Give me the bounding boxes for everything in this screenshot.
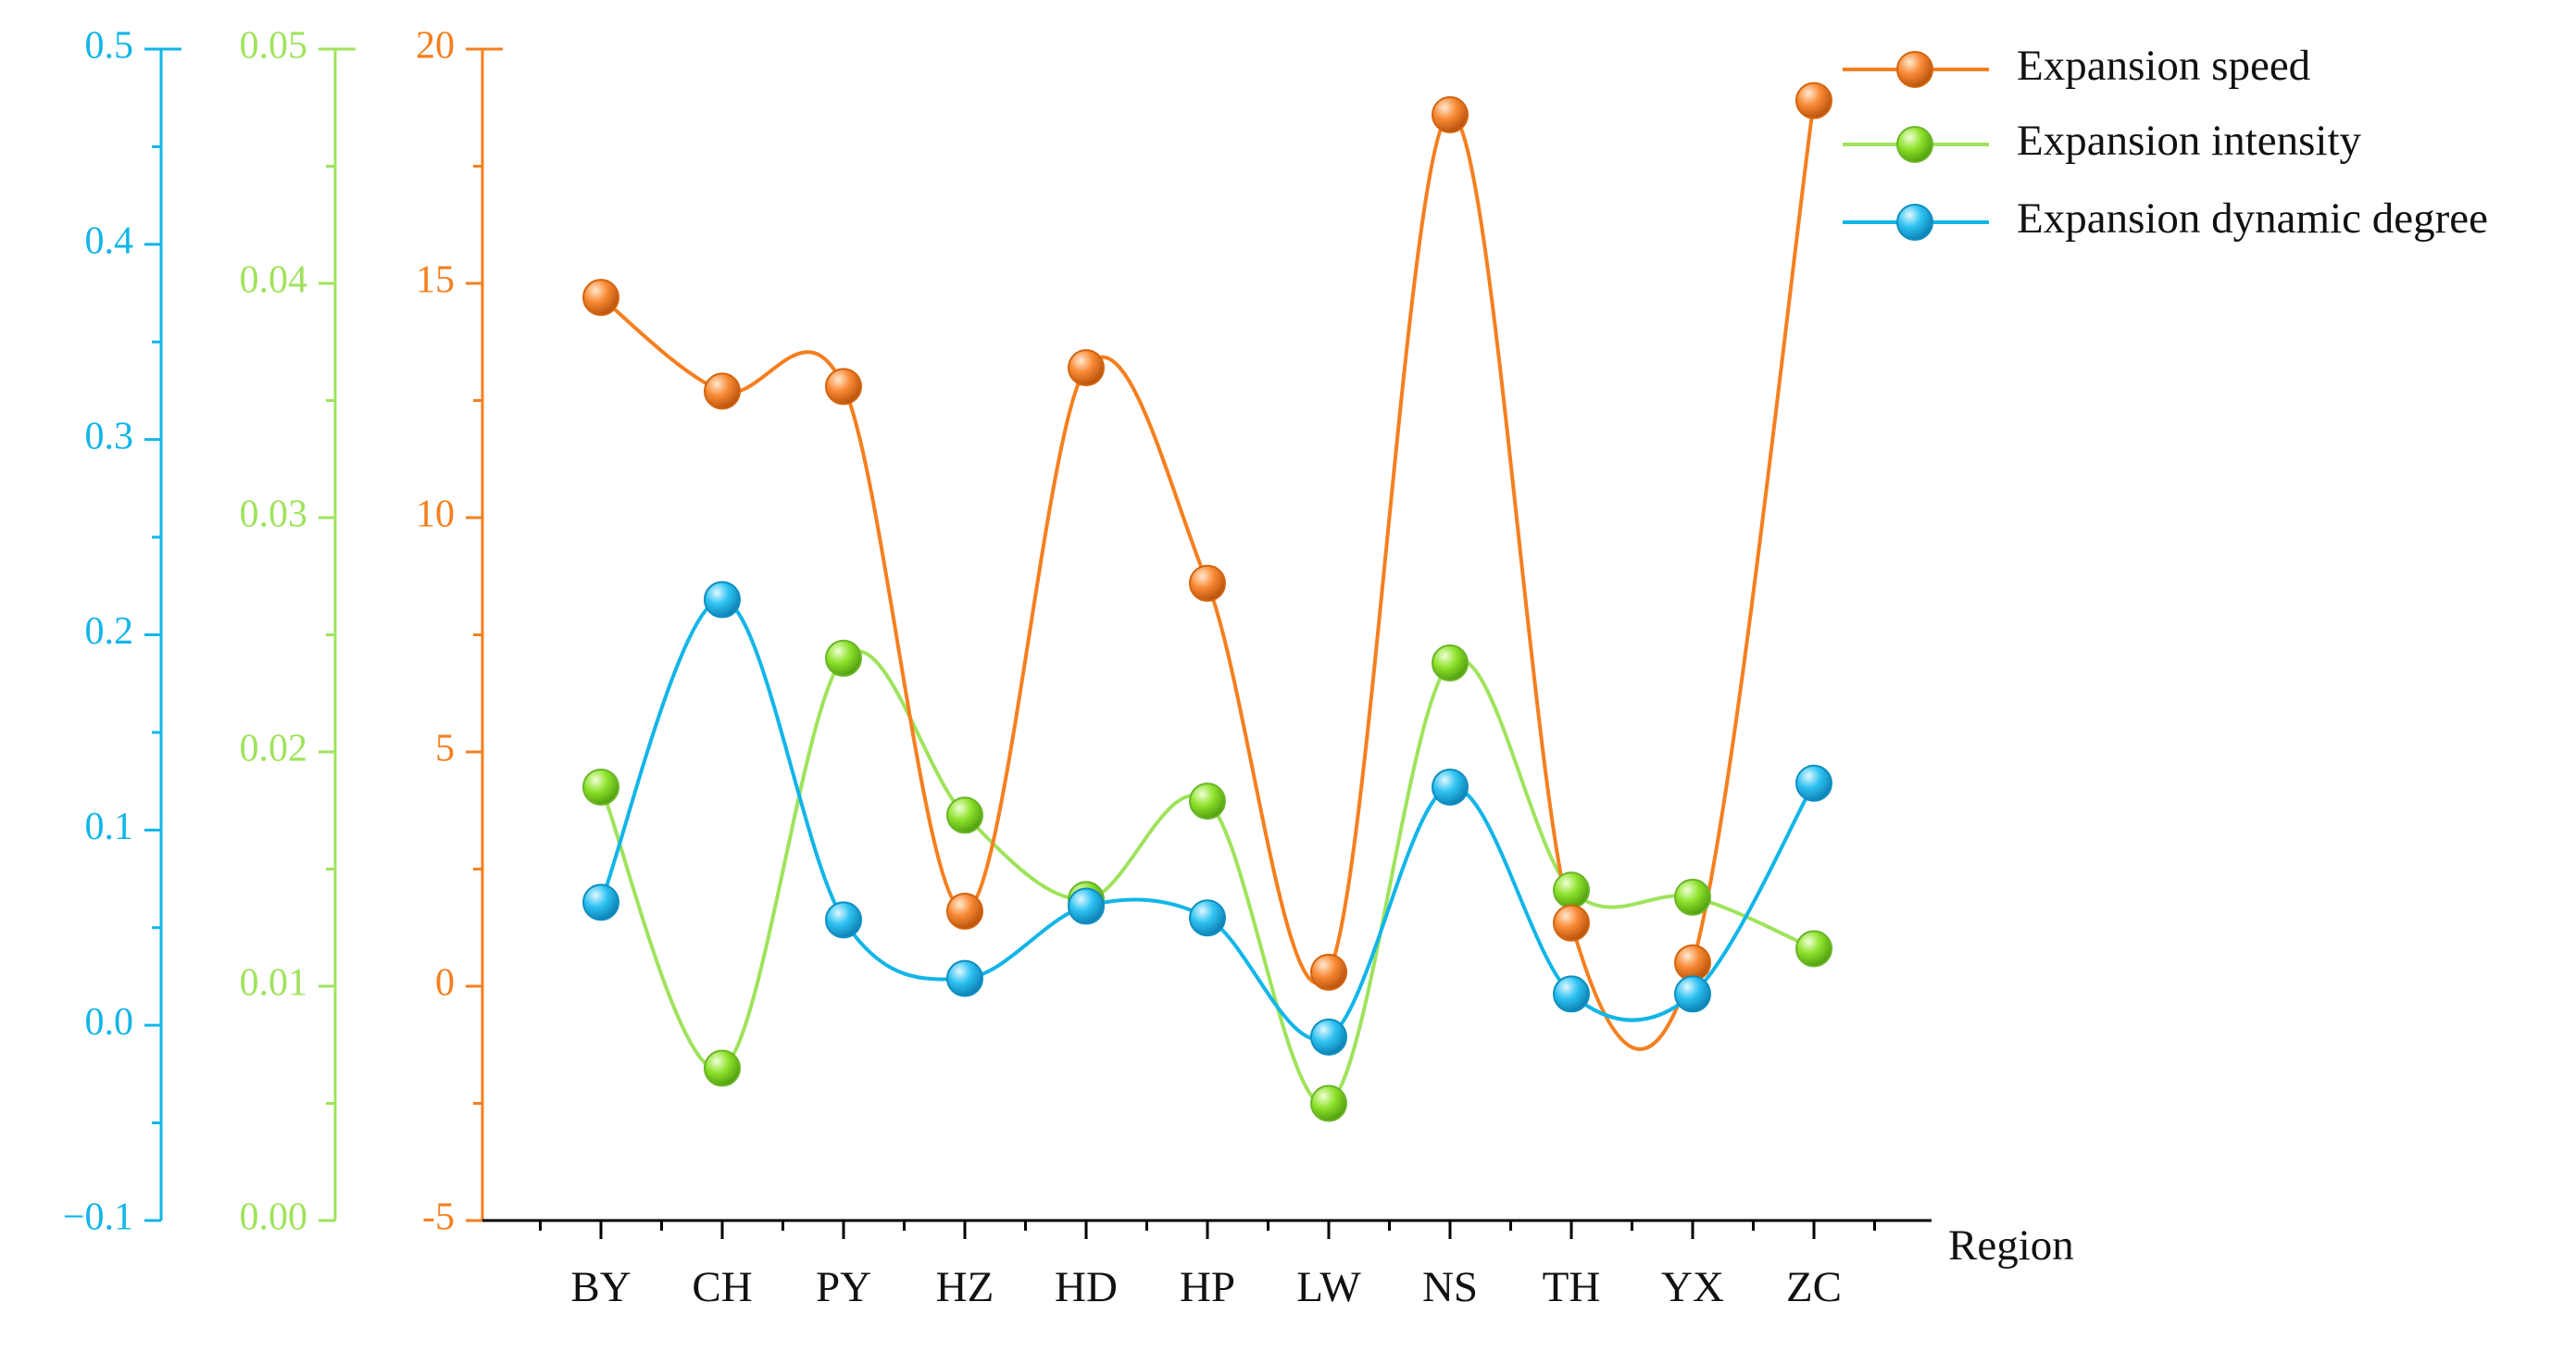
point-speed-hd xyxy=(1068,349,1105,387)
point-dynamic-ch xyxy=(704,581,741,619)
dynamic-tick-label: 0.1 xyxy=(85,806,134,848)
point-speed-th xyxy=(1553,904,1590,942)
point-dynamic-hp xyxy=(1189,899,1226,937)
speed-tick-label: 5 xyxy=(435,728,455,770)
x-tick-label-hd: HD xyxy=(1055,1263,1118,1311)
intensity-tick-label: 0.02 xyxy=(240,728,308,770)
x-tick-label-yx: YX xyxy=(1661,1263,1724,1311)
point-speed-zc xyxy=(1795,81,1832,119)
point-intensity-hp xyxy=(1189,782,1226,820)
speed-tick-label: -5 xyxy=(422,1196,455,1239)
x-tick-label-hz: HZ xyxy=(936,1263,994,1311)
point-speed-hp xyxy=(1189,564,1226,602)
point-dynamic-yx xyxy=(1674,975,1711,1013)
point-intensity-zc xyxy=(1795,930,1832,968)
point-dynamic-hd xyxy=(1068,887,1105,925)
dynamic-tick-label: 0.2 xyxy=(85,610,134,653)
x-tick-label-by: BY xyxy=(570,1263,631,1311)
point-speed-py xyxy=(825,368,862,406)
dynamic-tick-label: 0.4 xyxy=(85,219,134,262)
x-tick-label-ch: CH xyxy=(692,1263,752,1311)
x-tick-label-lw: LW xyxy=(1296,1263,1361,1311)
speed-tick-label: 0 xyxy=(435,962,455,1005)
point-speed-hz xyxy=(946,893,983,931)
point-speed-yx xyxy=(1674,944,1711,982)
point-intensity-th xyxy=(1553,871,1590,909)
x-tick-label-hp: HP xyxy=(1180,1263,1235,1311)
intensity-tick-label: 0.03 xyxy=(240,494,308,536)
point-intensity-ns xyxy=(1432,644,1469,682)
legend-label-speed: Expansion speed xyxy=(2017,42,2310,90)
speed-tick-label: 20 xyxy=(416,25,455,68)
point-intensity-yx xyxy=(1674,878,1711,916)
legend-entry-intensity: Expansion intensity xyxy=(1843,117,2362,165)
legend-label-intensity: Expansion intensity xyxy=(2017,117,2362,165)
dynamic-tick-label: 0.5 xyxy=(85,25,134,68)
speed-tick-label: 15 xyxy=(416,259,455,302)
legend-label-dynamic: Expansion dynamic degree xyxy=(2017,194,2488,243)
x-tick-label-zc: ZC xyxy=(1786,1263,1842,1311)
speed-tick-label: 10 xyxy=(416,494,455,536)
intensity-tick-label: 0.05 xyxy=(240,25,308,68)
series-line-intensity xyxy=(599,649,1815,1107)
point-intensity-lw xyxy=(1310,1084,1347,1122)
point-intensity-by xyxy=(582,768,619,806)
series-line-speed xyxy=(599,100,1816,1051)
x-tick-label-th: TH xyxy=(1543,1263,1601,1311)
point-intensity-py xyxy=(825,639,862,677)
intensity-tick-label: 0.00 xyxy=(240,1196,308,1239)
intensity-tick-label: 0.01 xyxy=(240,962,308,1005)
intensity-tick-label: 0.04 xyxy=(240,259,308,302)
x-tick-label-py: PY xyxy=(816,1263,871,1311)
x-axis-title: Region xyxy=(1948,1221,2074,1270)
point-dynamic-hz xyxy=(946,959,983,997)
point-intensity-ch xyxy=(704,1049,741,1087)
point-dynamic-lw xyxy=(1310,1018,1347,1056)
point-speed-ns xyxy=(1432,95,1469,133)
point-speed-lw xyxy=(1310,953,1347,991)
dynamic-tick-label: 0.0 xyxy=(85,1001,134,1044)
point-dynamic-py xyxy=(825,901,862,939)
point-dynamic-th xyxy=(1553,975,1590,1013)
legend-entry-speed: Expansion speed xyxy=(1843,42,2310,90)
point-speed-ch xyxy=(704,372,741,410)
point-dynamic-ns xyxy=(1432,768,1469,806)
point-dynamic-zc xyxy=(1795,764,1832,802)
point-intensity-hz xyxy=(946,796,983,834)
point-dynamic-by xyxy=(582,883,619,921)
x-tick-label-ns: NS xyxy=(1422,1263,1478,1311)
dynamic-tick-label: −0.1 xyxy=(63,1196,133,1239)
point-speed-by xyxy=(582,279,619,317)
dynamic-tick-label: 0.3 xyxy=(85,415,134,457)
legend-entry-dynamic: Expansion dynamic degree xyxy=(1843,194,2488,243)
